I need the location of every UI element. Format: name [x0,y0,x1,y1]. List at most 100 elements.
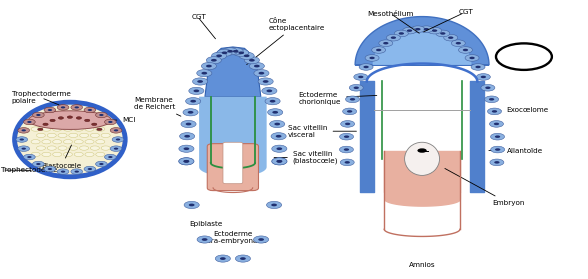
Text: Sac vitellin
(blastocœle): Sac vitellin (blastocœle) [274,151,338,164]
Circle shape [88,168,92,170]
Circle shape [353,86,359,89]
Circle shape [456,42,461,44]
Circle shape [344,135,349,138]
Text: CGT: CGT [458,9,473,15]
Circle shape [249,62,265,70]
Circle shape [42,152,51,157]
Circle shape [490,159,504,166]
Circle shape [217,49,232,56]
Circle shape [192,78,208,85]
Circle shape [411,26,425,33]
Circle shape [184,201,199,208]
Circle shape [85,119,90,122]
Circle shape [419,26,433,33]
Circle shape [215,255,230,262]
Circle shape [452,40,465,47]
Circle shape [258,238,264,241]
Circle shape [340,133,353,140]
Circle shape [22,148,26,150]
Circle shape [369,57,375,59]
Circle shape [266,90,272,92]
Circle shape [53,127,62,131]
Circle shape [270,121,285,128]
Circle shape [345,123,350,125]
Circle shape [268,109,283,116]
Text: Sac vitellin
pariétal: Sac vitellin pariétal [506,48,545,62]
Circle shape [444,34,457,41]
Circle shape [201,62,216,70]
Circle shape [259,72,265,74]
Circle shape [36,133,45,138]
Circle shape [88,109,92,111]
Circle shape [43,123,48,126]
Circle shape [489,121,503,127]
Circle shape [345,161,350,163]
Circle shape [189,87,204,95]
Circle shape [110,128,122,133]
Circle shape [64,152,72,157]
Circle shape [64,140,72,144]
Circle shape [222,51,228,54]
Circle shape [263,80,269,83]
Circle shape [495,148,500,151]
Text: MCI: MCI [95,117,136,123]
Circle shape [227,50,233,53]
Circle shape [363,66,369,68]
Circle shape [275,123,280,125]
Circle shape [266,201,282,208]
Circle shape [491,146,505,153]
Text: Trophectoderme
polaire: Trophectoderme polaire [12,91,71,105]
Circle shape [67,116,72,118]
Circle shape [183,147,189,150]
Circle shape [179,133,195,140]
Circle shape [272,158,287,165]
Circle shape [24,119,35,125]
Circle shape [346,96,359,103]
Circle shape [31,140,40,144]
FancyBboxPatch shape [223,142,243,184]
Circle shape [48,109,52,111]
Circle shape [271,204,277,206]
Circle shape [96,152,105,157]
Circle shape [254,65,260,68]
Circle shape [71,105,82,110]
FancyBboxPatch shape [207,144,259,191]
Circle shape [436,30,450,37]
Circle shape [96,140,105,144]
Circle shape [344,148,349,151]
Circle shape [354,74,368,80]
Circle shape [471,64,485,70]
Circle shape [391,36,396,39]
Circle shape [47,133,56,138]
Circle shape [32,112,44,118]
Text: Amnios: Amnios [409,262,435,268]
Circle shape [448,36,453,39]
Circle shape [58,117,64,119]
Ellipse shape [15,102,125,177]
Circle shape [99,114,103,116]
Circle shape [96,127,105,131]
Circle shape [383,42,389,44]
Circle shape [31,152,40,157]
Circle shape [58,133,67,138]
Circle shape [276,160,282,163]
Circle shape [57,169,69,174]
Circle shape [244,57,259,64]
Circle shape [211,59,217,62]
Circle shape [48,168,52,170]
Circle shape [108,121,112,123]
Circle shape [99,163,103,165]
Text: Allantoïde: Allantoïde [489,148,543,153]
Circle shape [105,154,116,160]
Circle shape [69,133,78,138]
Circle shape [202,238,208,241]
Circle shape [85,127,94,131]
Text: Mesothélium: Mesothélium [367,11,413,17]
Ellipse shape [405,142,439,175]
Circle shape [415,28,420,30]
Circle shape [53,152,62,157]
Circle shape [492,110,497,113]
Circle shape [74,140,83,144]
Circle shape [96,112,107,118]
Circle shape [487,108,502,115]
